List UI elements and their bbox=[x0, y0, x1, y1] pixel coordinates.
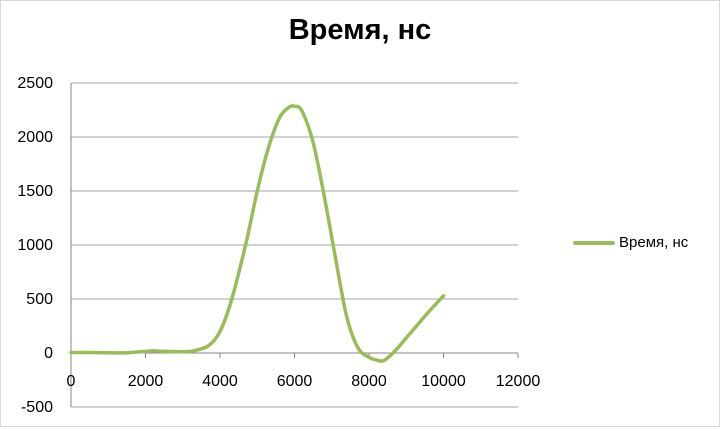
x-tick-label: 2000 bbox=[128, 373, 164, 390]
legend-label: Время, нс bbox=[619, 234, 689, 251]
series-layer bbox=[69, 104, 446, 363]
x-tick-label: 4000 bbox=[202, 373, 238, 390]
y-tick-label: 500 bbox=[26, 291, 53, 308]
y-tick-label: 0 bbox=[44, 345, 53, 362]
y-tick-label: 2500 bbox=[17, 75, 53, 92]
x-tick-label: 10000 bbox=[421, 373, 466, 390]
legend-swatch bbox=[573, 240, 615, 245]
x-tick-label: 8000 bbox=[351, 373, 387, 390]
y-tick-label: 2000 bbox=[17, 129, 53, 146]
legend: Время, нс bbox=[573, 234, 688, 251]
x-tick-label: 6000 bbox=[277, 373, 313, 390]
y-tick-label: 1000 bbox=[17, 237, 53, 254]
x-tick-labels: 0 2000 4000 6000 8000 10000 12000 bbox=[67, 373, 541, 390]
gridlines bbox=[71, 82, 518, 408]
x-tick-label: 12000 bbox=[496, 373, 541, 390]
y-tick-labels: -500 0 500 1000 1500 2000 2500 bbox=[17, 75, 53, 416]
y-tick-label: -500 bbox=[21, 399, 53, 416]
series-line bbox=[69, 104, 446, 363]
chart-title: Время, нс bbox=[288, 14, 432, 46]
y-tick-label: 1500 bbox=[17, 183, 53, 200]
x-tick-label: 0 bbox=[67, 373, 76, 390]
